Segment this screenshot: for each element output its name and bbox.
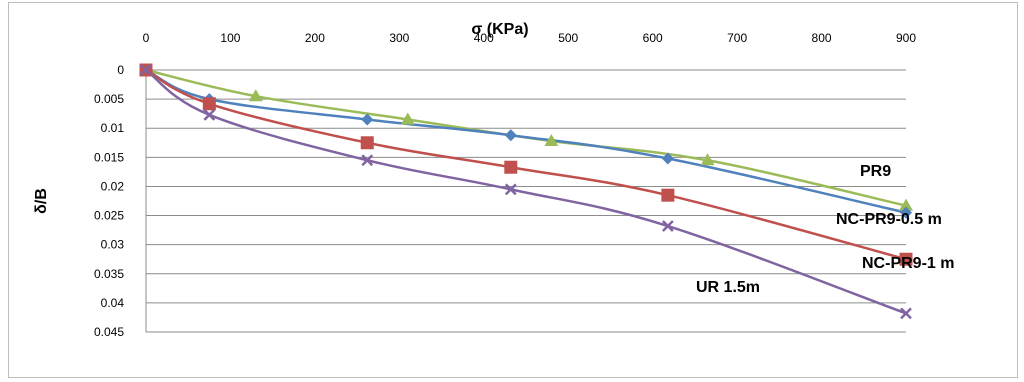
y-tick-label: 0.015: [94, 150, 124, 164]
x-tick-label: 600: [643, 31, 663, 45]
y-tick-labels: 0 0.005 0.01 0.015 0.02 0.025 0.03 0.035 0.04 0.0…: [94, 63, 124, 339]
x-tick-label: 400: [474, 31, 494, 45]
y-tick-label: 0.035: [94, 267, 124, 281]
series-labels: PR9 NC-PR9-0.5 m NC-PR9-1 m UR 1.5m: [696, 163, 954, 296]
x-tick-label: 800: [812, 31, 832, 45]
marker-nc-pr9-0-5-m: [361, 113, 374, 126]
marker-nc-pr9-1-m: [202, 97, 216, 111]
marker-pr9: [248, 89, 263, 102]
y-tick-label: 0.005: [94, 92, 124, 106]
marker-ur-1-5m: [661, 220, 674, 232]
y-tick-label: 0.025: [94, 209, 124, 223]
series-label-nc-pr9-1-m: NC-PR9-1 m: [862, 255, 954, 272]
x-axis-title: σ (KPa): [471, 21, 528, 38]
marker-ur-1-5m: [900, 307, 912, 320]
marker-pr9: [899, 198, 913, 211]
y-axis-title: δ/B: [33, 188, 50, 214]
series-label-nc-pr9-0-5-m: NC-PR9-0.5 m: [836, 211, 942, 228]
marker-nc-pr9-1-m: [899, 252, 913, 266]
marker-nc-pr9-1-m: [360, 136, 374, 150]
y-tick-label: 0.03: [101, 238, 125, 252]
marker-pr9: [700, 153, 715, 166]
marker-nc-pr9-1-m: [504, 160, 518, 174]
grid-lines: [145, 69, 906, 333]
x-tick-label: 900: [896, 31, 916, 45]
x-tick-label: 300: [389, 31, 409, 45]
marker-nc-pr9-0-5-m: [661, 152, 674, 165]
y-tick-label: 0.045: [94, 325, 124, 339]
marker-pr9: [544, 134, 559, 147]
x-tick-label: 500: [558, 31, 578, 45]
marker-pr9: [400, 112, 415, 125]
x-tick-label: 700: [727, 31, 747, 45]
x-tick-labels: 0 100 200 300 400 500 600 700 800 900: [143, 31, 917, 45]
marker-ur-1-5m: [203, 108, 216, 121]
y-tick-label: 0.01: [101, 121, 125, 135]
y-tick-label: 0.04: [101, 296, 125, 310]
x-tick-label: 200: [305, 31, 325, 45]
marker-nc-pr9-0-5-m: [900, 206, 912, 219]
y-tick-label: 0: [117, 63, 124, 77]
marker-ur-1-5m: [361, 154, 374, 167]
marker-ur-1-5m: [140, 64, 152, 76]
series-line-nc-pr9-0-5-m: [145, 68, 907, 214]
series-label-pr9: PR9: [860, 163, 891, 180]
x-tick-label: 0: [143, 31, 150, 45]
x-tick-label: 100: [220, 31, 240, 45]
y-tick-label: 0.02: [101, 179, 125, 193]
marker-nc-pr9-0-5-m: [504, 129, 517, 142]
series-line-ur-1-5m: [145, 68, 907, 315]
marker-ur-1-5m: [504, 183, 517, 196]
series-lines: [145, 68, 907, 315]
marker-nc-pr9-1-m: [661, 188, 675, 202]
series-markers: [139, 63, 913, 320]
series-label-ur-1-5m: UR 1.5m: [696, 279, 760, 296]
